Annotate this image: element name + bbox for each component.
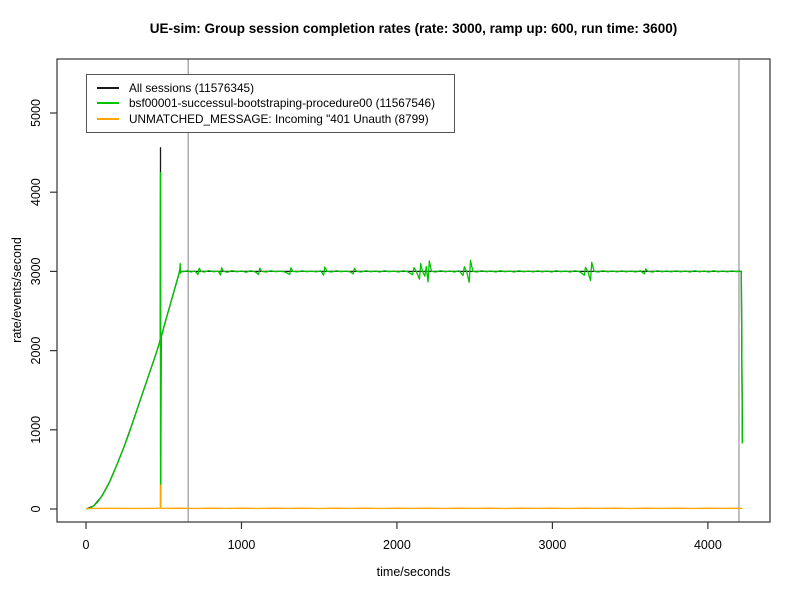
y-tick-label: 5000 xyxy=(29,99,43,127)
legend-line-swatch-black xyxy=(97,86,119,89)
legend-line-swatch-orange xyxy=(97,117,119,120)
series-line-all-sessions xyxy=(86,147,744,510)
legend-item-all-sessions: All sessions (11576345) xyxy=(97,80,454,96)
x-tick-label: 3000 xyxy=(539,538,567,552)
y-tick-label: 1000 xyxy=(29,416,43,444)
y-tick-label: 0 xyxy=(29,505,43,512)
legend-label: bsf00001-successul-bootstraping-procedur… xyxy=(129,96,436,111)
chart-title: UE-sim: Group session completion rates (… xyxy=(149,21,678,36)
series-line-unmatched-message xyxy=(85,484,743,510)
plot-box xyxy=(56,58,771,523)
y-tick-label: 4000 xyxy=(29,178,43,206)
series-line-bsf-bootstrapping-success xyxy=(86,171,744,510)
legend-item-unmatched: UNMATCHED_MESSAGE: Incoming "401 Unauth … xyxy=(97,111,454,127)
x-tick-label: 1000 xyxy=(228,538,256,552)
y-tick-label: 2000 xyxy=(29,337,43,365)
y-tick-label: 3000 xyxy=(29,257,43,285)
x-tick-label: 4000 xyxy=(694,538,722,552)
x-tick-label: 0 xyxy=(83,538,90,552)
legend-label: UNMATCHED_MESSAGE: Incoming "401 Unauth … xyxy=(129,111,429,126)
legend-line-swatch-green xyxy=(97,102,119,105)
legend-label: All sessions (11576345) xyxy=(129,80,255,95)
x-axis-label: time/seconds xyxy=(376,565,451,579)
legend-item-bsf-success: bsf00001-successul-bootstraping-procedur… xyxy=(97,96,454,112)
x-tick-label: 2000 xyxy=(383,538,411,552)
y-axis-label: rate/events/second xyxy=(10,237,24,343)
legend-box: All sessions (11576345) bsf00001-success… xyxy=(86,74,455,133)
